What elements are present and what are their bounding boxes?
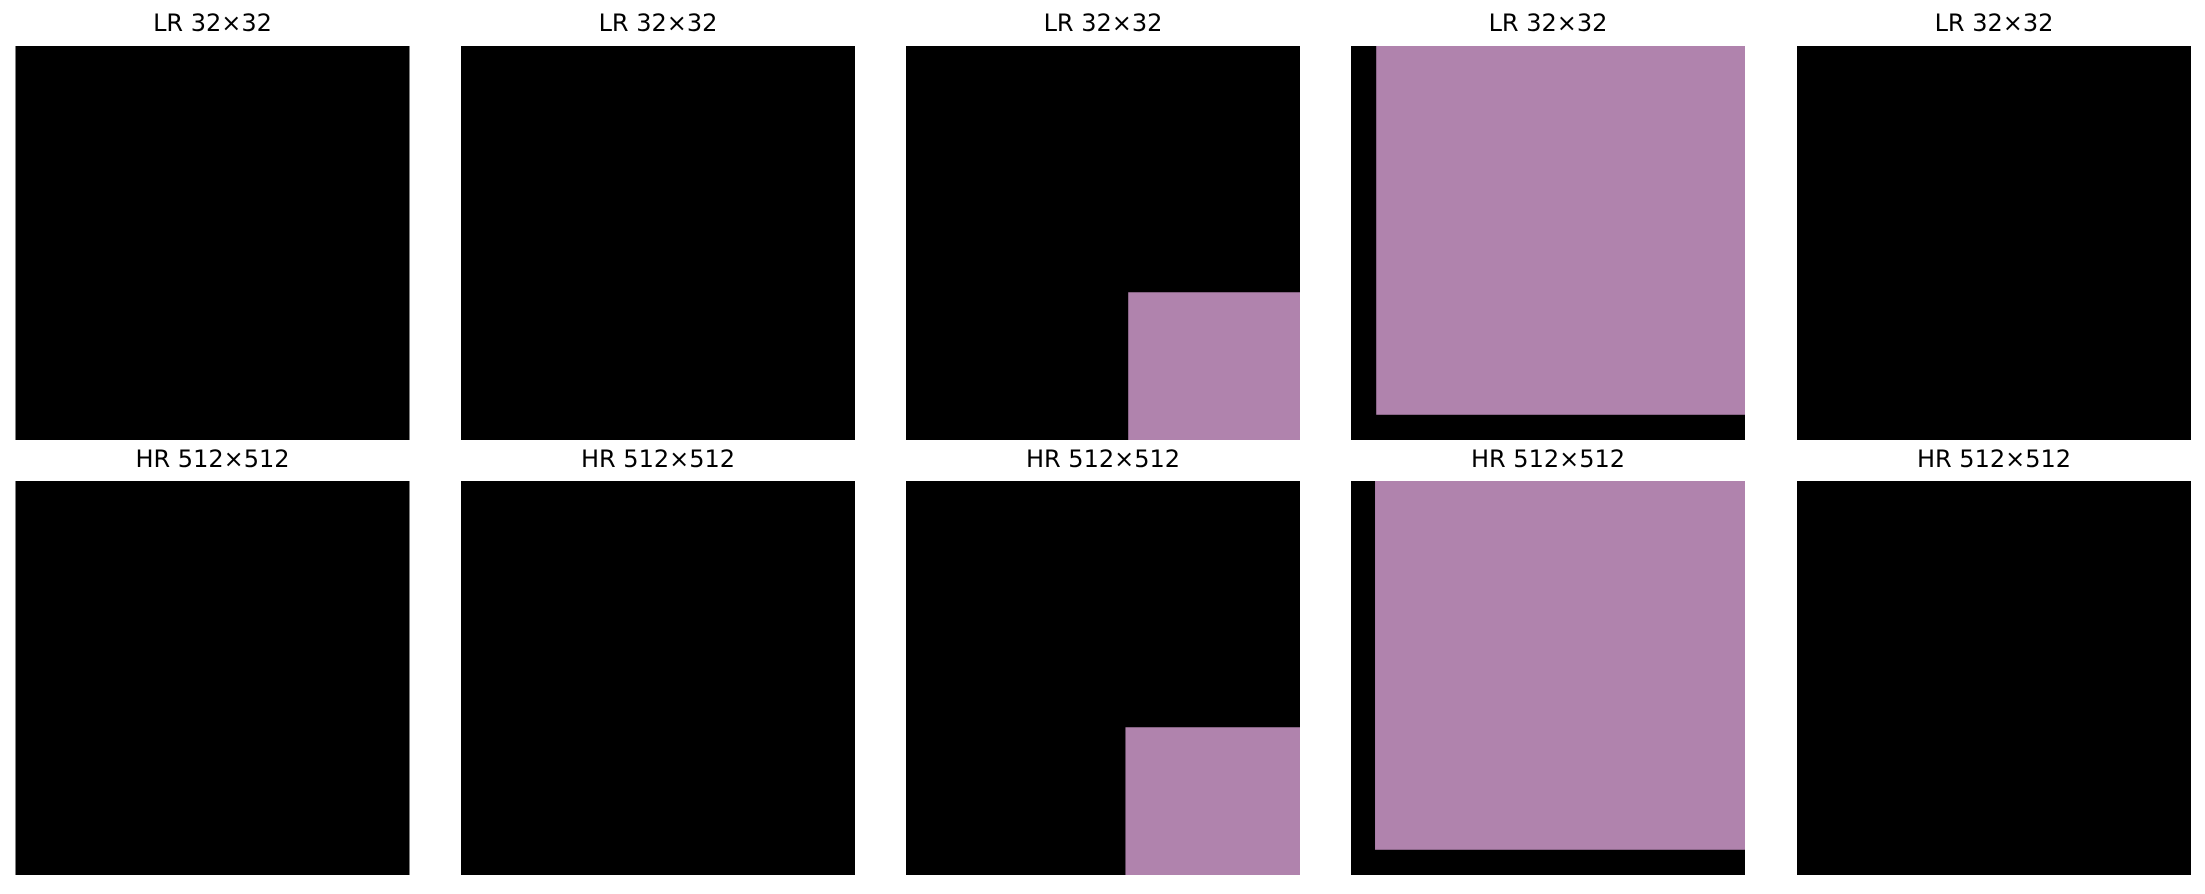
panel-title: HR 512×512: [135, 445, 289, 473]
image-panel: [461, 481, 855, 875]
image-region: [1125, 727, 1300, 875]
panel-title: HR 512×512: [1026, 445, 1180, 473]
image-panel: [1797, 46, 2191, 440]
image-panel: [15, 46, 410, 440]
panel-title: LR 32×32: [1044, 9, 1163, 37]
panel-title: LR 32×32: [1935, 9, 2054, 37]
panel-title: LR 32×32: [599, 9, 718, 37]
image-panel: [1797, 481, 2191, 875]
panel-title: LR 32×32: [153, 9, 272, 37]
panel-title: HR 512×512: [1471, 445, 1625, 473]
image-region: [1376, 46, 1745, 415]
panel-title: LR 32×32: [1489, 9, 1608, 37]
panel-title: HR 512×512: [1917, 445, 2071, 473]
image-region: [1128, 292, 1300, 440]
image-region: [1375, 481, 1745, 850]
panel-title: HR 512×512: [581, 445, 735, 473]
image-panel: [461, 46, 855, 440]
image-panel: [15, 481, 410, 875]
